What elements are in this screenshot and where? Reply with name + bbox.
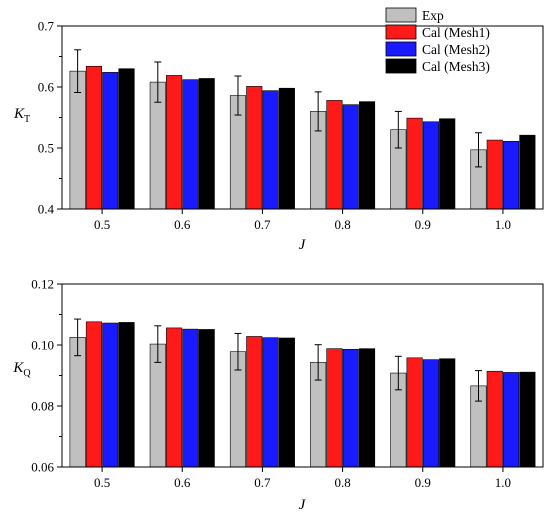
bar <box>246 336 263 468</box>
legend-swatch <box>385 7 417 23</box>
y-axis-label-main: K <box>12 360 24 376</box>
error-bar-group <box>74 49 482 168</box>
thrust-coefficient-chart: 0.4 0.5 0.6 0.7 0.5 0.6 0.7 0.8 0.9 1.0 KT J Exp… <box>13 7 544 253</box>
x-tick-label: 0.9 <box>415 217 431 232</box>
x-tick-label: 0.8 <box>334 475 350 490</box>
bar <box>358 101 376 210</box>
bar-group <box>69 321 536 468</box>
x-axis: 0.5 0.6 0.7 0.8 0.9 1.0 <box>94 467 511 490</box>
y-axis: 0.4 0.5 0.6 0.7 <box>38 19 62 217</box>
y-axis-label: KT <box>13 106 30 125</box>
bar <box>278 337 295 468</box>
y-tick-label: 0.10 <box>31 338 54 353</box>
y-axis: 0.06 0.08 0.10 0.12 <box>31 277 62 475</box>
bar <box>503 372 520 468</box>
y-tick-label: 0.12 <box>31 277 54 292</box>
y-tick-label: 0.08 <box>31 399 54 414</box>
y-axis-label-sub: T <box>24 114 30 125</box>
bar <box>486 139 503 210</box>
bar <box>118 322 135 468</box>
bar <box>422 121 439 210</box>
bar <box>278 87 295 210</box>
bar <box>486 370 503 468</box>
bar <box>262 337 279 468</box>
bar <box>439 118 456 210</box>
x-tick-label: 0.9 <box>415 475 431 490</box>
bar <box>342 348 359 468</box>
y-tick-label: 0.7 <box>38 19 55 34</box>
legend-label: Exp <box>422 8 444 23</box>
legend-swatch <box>385 41 417 57</box>
y-tick-label: 0.4 <box>38 202 55 217</box>
bar-group <box>69 65 536 210</box>
y-tick-label: 0.5 <box>38 141 54 156</box>
bar <box>503 140 520 210</box>
bar <box>326 100 343 210</box>
bar <box>198 78 215 210</box>
x-tick-label: 0.7 <box>254 217 271 232</box>
x-tick-label: 0.5 <box>94 475 110 490</box>
x-tick-label: 1.0 <box>495 217 511 232</box>
x-tick-label: 0.8 <box>334 217 350 232</box>
x-tick-label: 0.5 <box>94 217 110 232</box>
bar <box>182 79 199 210</box>
bar <box>118 68 135 210</box>
bar <box>422 359 439 468</box>
y-axis-label-sub: Q <box>23 368 31 379</box>
y-axis-label: KQ <box>12 360 31 379</box>
y-axis-label-main: K <box>13 106 25 122</box>
x-axis-label: J <box>299 237 307 253</box>
bar <box>85 65 102 210</box>
bar <box>198 329 215 468</box>
bar <box>166 75 183 210</box>
bar <box>406 357 423 468</box>
bar <box>85 321 102 468</box>
x-axis: 0.5 0.6 0.7 0.8 0.9 1.0 <box>94 209 511 232</box>
x-tick-label: 0.6 <box>174 217 191 232</box>
bar <box>342 104 359 210</box>
bar <box>358 348 376 468</box>
torque-coefficient-chart: 0.06 0.08 0.10 0.12 0.5 0.6 0.7 0.8 0.9 1.0 KQ J <box>12 277 544 513</box>
bar <box>246 86 263 210</box>
bar <box>326 348 343 468</box>
x-tick-label: 0.6 <box>174 475 191 490</box>
bar <box>439 358 456 468</box>
x-tick-label: 1.0 <box>495 475 511 490</box>
legend-label: Cal (Mesh2) <box>422 42 490 57</box>
bar <box>406 117 423 210</box>
legend-swatch <box>385 24 417 40</box>
x-axis-label: J <box>299 497 307 513</box>
x-tick-label: 0.7 <box>254 475 271 490</box>
legend: Exp Cal (Mesh1) Cal (Mesh2) Cal (Mesh3) <box>385 7 490 74</box>
y-tick-label: 0.6 <box>38 80 55 95</box>
bar <box>166 327 183 468</box>
bar <box>102 322 119 468</box>
bar <box>262 90 279 210</box>
bar <box>69 337 86 468</box>
error-bar-group <box>74 318 482 402</box>
legend-swatch <box>385 58 417 74</box>
bar <box>102 72 119 210</box>
y-tick-label: 0.06 <box>31 460 54 475</box>
legend-label: Cal (Mesh3) <box>422 59 490 74</box>
legend-label: Cal (Mesh1) <box>422 25 490 40</box>
bar <box>519 134 536 210</box>
bar <box>519 371 536 468</box>
bar <box>182 328 199 468</box>
